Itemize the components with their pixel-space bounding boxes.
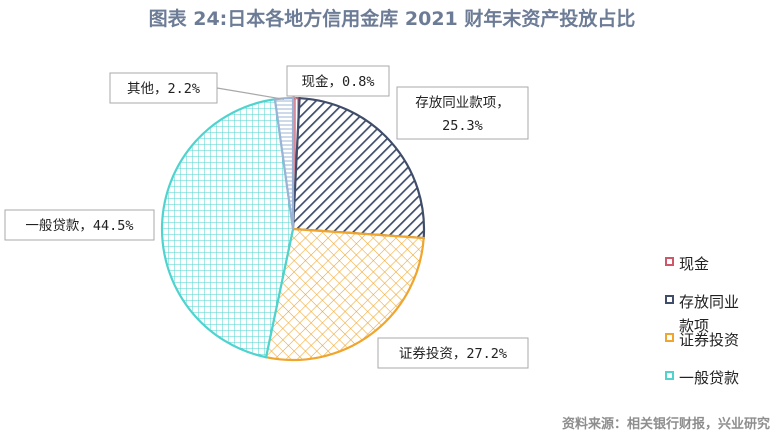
legend-item-3: 证券投资 — [665, 331, 739, 349]
leader-line-other — [216, 87, 285, 100]
data-label-1: 现金，0.8% — [286, 65, 390, 97]
legend-swatch — [665, 257, 674, 266]
data-label-text: 存放同业款项， — [415, 95, 510, 111]
legend-label: 证券投资 — [679, 331, 739, 349]
pie-slices — [160, 96, 426, 362]
pie-slice-4 — [160, 98, 295, 359]
pie-slice-5 — [273, 96, 295, 230]
pie-slice-3 — [264, 227, 425, 362]
legend-label: 现金 — [679, 255, 709, 273]
data-label-text: 25.3% — [442, 118, 483, 134]
legend-item-1: 现金 — [665, 255, 709, 273]
legend-swatch — [665, 371, 674, 380]
data-label-3: 证券投资，27.2% — [377, 337, 529, 369]
data-label-text: 其他，2.2% — [127, 81, 200, 97]
data-label-5: 其他，2.2% — [109, 72, 218, 104]
data-label-text: 一般贷款，44.5% — [25, 218, 133, 234]
legend-swatch — [665, 333, 674, 342]
slice-labels: 现金，0.8% 存放同业款项， 25.3% 证券投资，27.2% 一般贷款，44.5% 其… — [4, 65, 529, 369]
legend-label: 款项 — [679, 317, 709, 335]
legend-label: 一般贷款 — [679, 369, 739, 387]
pie-slice-2 — [291, 97, 426, 240]
data-label-text: 现金，0.8% — [301, 74, 374, 90]
data-label-4: 一般贷款，44.5% — [4, 209, 155, 241]
data-label-text: 证券投资，27.2% — [399, 346, 507, 362]
legend-item-2: 存放同业款项 — [665, 293, 739, 335]
source-note: 资料来源：相关银行财报，兴业研究 — [561, 417, 770, 432]
legend-item-4: 一般贷款 — [665, 369, 739, 387]
chart-title: 图表 24:日本各地方信用金库 2021 财年末资产投放占比 — [148, 8, 636, 30]
legend-label: 存放同业 — [679, 293, 739, 311]
data-label-2: 存放同业款项， 25.3% — [396, 86, 529, 140]
legend-swatch — [665, 295, 674, 304]
